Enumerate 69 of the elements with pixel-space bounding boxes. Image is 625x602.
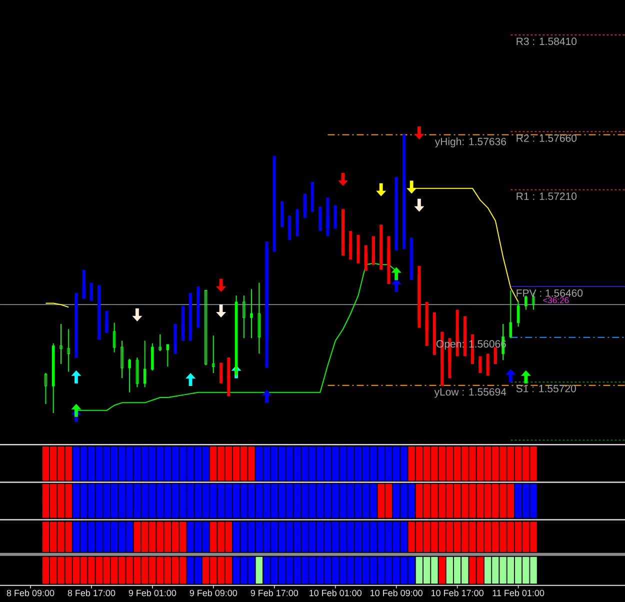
x-tick-label: 10 Feb 17:00 <box>431 590 484 596</box>
candlestick <box>158 334 162 352</box>
candlestick <box>60 323 62 364</box>
candlestick <box>196 286 200 328</box>
candlestick <box>524 295 528 310</box>
x-tick-label: 10 Feb 09:00 <box>370 590 422 596</box>
annotation: <36:26 <box>543 297 569 304</box>
candlestick <box>494 347 497 364</box>
ref-line-label: R2 : 1.57660 <box>516 134 577 142</box>
candlestick <box>242 295 246 339</box>
candlestick <box>326 197 330 236</box>
x-tick-label: 10 Feb 01:00 <box>310 590 362 596</box>
candlestick <box>120 340 124 379</box>
candlestick <box>128 358 131 393</box>
candlestick <box>349 231 352 260</box>
candlestick <box>112 322 116 353</box>
ref-line-label: R1 : 1.57210 <box>516 192 577 200</box>
candlestick <box>296 209 299 236</box>
candlestick <box>44 372 48 404</box>
candlestick <box>67 328 70 372</box>
candlestick <box>303 194 306 218</box>
candlestick <box>288 216 292 240</box>
x-tick-label: 8 Feb 17:00 <box>68 590 116 596</box>
ref-line-label: S1 : 1.55720 <box>516 384 576 392</box>
x-tick-label: 11 Feb 01:00 <box>492 590 544 596</box>
ref-line-label: yLow : 1.55694 <box>434 388 506 398</box>
x-tick-label: 9 Feb 01:00 <box>128 590 176 596</box>
candlestick <box>258 282 261 354</box>
candlestick <box>418 266 421 328</box>
candlestick <box>82 270 86 299</box>
candlestick <box>227 358 230 396</box>
ref-line-label: yHigh: 1.57636 <box>434 138 506 148</box>
x-tick-label: 8 Feb 09:00 <box>6 590 54 596</box>
candlestick <box>364 245 368 272</box>
candlestick <box>204 290 208 366</box>
candlestick <box>272 156 276 252</box>
candlestick <box>280 201 284 228</box>
candlestick <box>151 342 154 371</box>
ref-line-label: FPV : 1.56460 <box>516 289 583 297</box>
candlestick <box>181 306 184 341</box>
candlestick <box>136 357 139 388</box>
candlestick <box>166 344 170 368</box>
candlestick <box>372 236 375 265</box>
x-tick-label: 9 Feb 17:00 <box>250 590 298 596</box>
candlestick <box>432 312 436 355</box>
candlestick <box>318 206 322 232</box>
candlestick <box>189 292 192 341</box>
candlestick <box>380 224 383 270</box>
x-tick-label: 9 Feb 09:00 <box>190 590 238 596</box>
candlestick <box>402 134 406 250</box>
candlestick <box>486 354 490 376</box>
candlestick <box>98 285 101 340</box>
candlestick <box>334 205 337 228</box>
candlestick <box>220 362 223 384</box>
candlestick <box>425 302 428 346</box>
candlestick <box>463 316 466 356</box>
candlestick <box>311 182 314 212</box>
candlestick <box>410 237 414 280</box>
candlestick <box>478 356 482 373</box>
candlestick <box>105 311 108 333</box>
candlestick <box>174 324 177 354</box>
candlestick <box>356 234 360 264</box>
candlestick <box>90 282 93 301</box>
ref-line-label: R3 : 1.58410 <box>516 38 577 46</box>
candlestick <box>341 209 344 256</box>
candlestick <box>250 288 253 339</box>
candlestick <box>265 241 268 368</box>
candlestick <box>212 335 215 374</box>
candlestick <box>387 236 390 284</box>
